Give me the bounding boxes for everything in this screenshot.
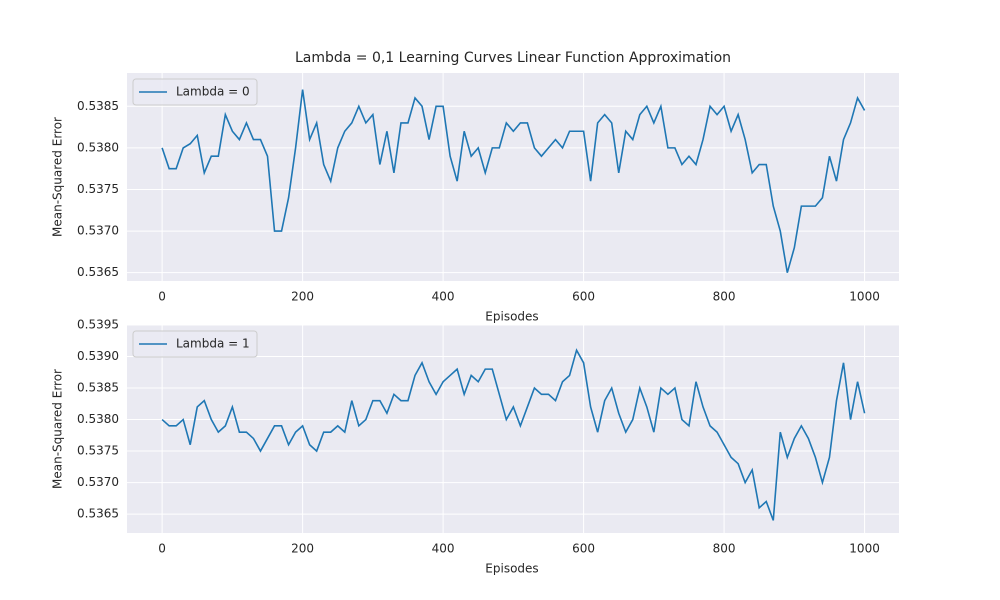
legend-label: Lambda = 0: [176, 85, 250, 99]
y-tick-label: 0.5395: [77, 318, 119, 332]
y-axis-label: Mean-Squared Error: [51, 117, 65, 237]
x-tick-label: 800: [713, 290, 736, 304]
y-tick-label: 0.5380: [77, 140, 119, 154]
legend-label: Lambda = 1: [176, 337, 250, 351]
x-tick-label: 400: [432, 542, 455, 556]
x-tick-label: 200: [291, 542, 314, 556]
x-axis-label: Episodes: [485, 310, 538, 324]
y-axis-label: Mean-Squared Error: [51, 369, 65, 489]
line-series: [161, 89, 866, 273]
y-tick-label: 0.5370: [77, 224, 119, 238]
x-tick-label: 1000: [849, 542, 880, 556]
y-tick-label: 0.5375: [77, 444, 119, 458]
y-tick-label: 0.5375: [77, 182, 119, 196]
line-series: [161, 348, 866, 521]
y-tick-label: 0.5365: [77, 265, 119, 279]
legend-box: [132, 330, 258, 358]
x-tick-label: 1000: [849, 290, 880, 304]
y-tick-label: 0.5380: [77, 412, 119, 426]
x-tick-label: 600: [572, 542, 595, 556]
x-tick-label: 0: [158, 542, 166, 556]
y-tick-label: 0.5385: [77, 381, 119, 395]
plot-area: [127, 73, 899, 281]
y-tick-label: 0.5365: [77, 507, 119, 521]
x-tick-label: 200: [291, 290, 314, 304]
plot-area: [127, 325, 899, 533]
legend-box: [132, 78, 258, 106]
chart-title: Lambda = 0,1 Learning Curves Linear Func…: [295, 50, 731, 66]
x-tick-label: 600: [572, 290, 595, 304]
x-tick-label: 800: [713, 542, 736, 556]
y-tick-label: 0.5385: [77, 99, 119, 113]
x-tick-label: 0: [158, 290, 166, 304]
x-axis-label: Episodes: [485, 562, 538, 576]
y-tick-label: 0.5390: [77, 349, 119, 363]
y-tick-label: 0.5370: [77, 475, 119, 489]
x-tick-label: 400: [432, 290, 455, 304]
